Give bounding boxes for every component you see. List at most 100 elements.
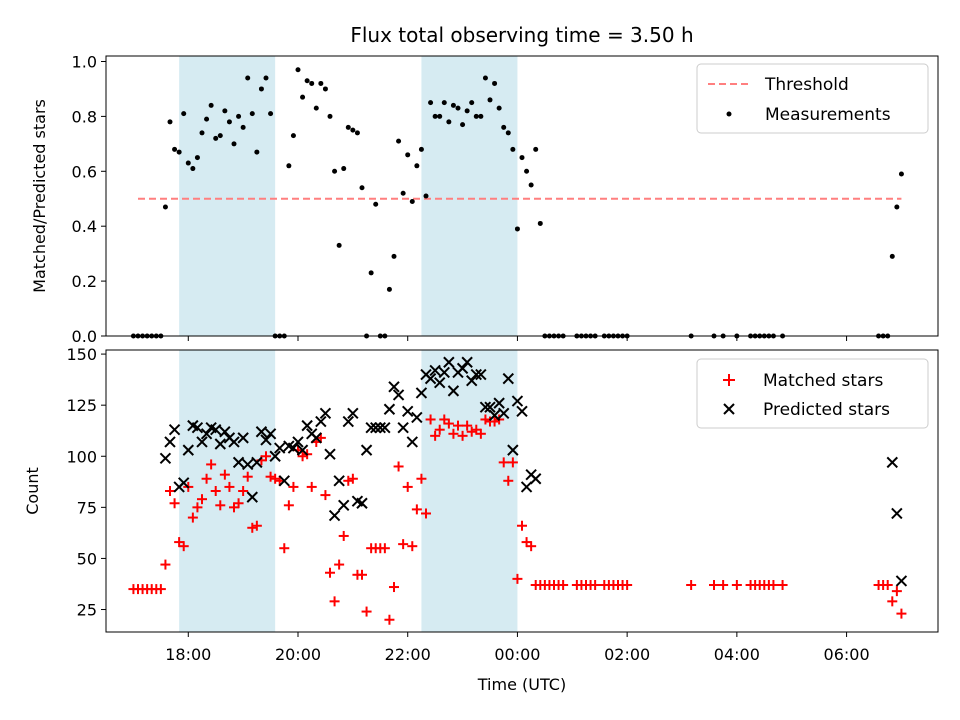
matched-star-point-9 bbox=[169, 498, 180, 509]
matched-star-point-24 bbox=[238, 486, 249, 496]
predicted-star-point-38 bbox=[333, 475, 345, 487]
measurement-point-76 bbox=[478, 113, 484, 119]
predicted-star-point-66 bbox=[461, 356, 473, 368]
predicted-star-point-33 bbox=[310, 432, 322, 444]
predicted-star-point-54 bbox=[406, 436, 418, 448]
matched-star-point-51 bbox=[361, 606, 372, 617]
matched-star-point-46 bbox=[338, 530, 349, 541]
predicted-star-point-7 bbox=[191, 421, 204, 434]
legend-measurements-marker bbox=[726, 111, 732, 117]
predicted-star-point-15 bbox=[228, 436, 240, 448]
matched-star-point-82 bbox=[503, 475, 514, 486]
matched-star-point-35 bbox=[288, 481, 299, 492]
matched-star-point-23 bbox=[233, 498, 244, 509]
matched-star-point-65 bbox=[425, 414, 436, 425]
measurement-point-40 bbox=[313, 105, 319, 111]
predicted-star-point-77 bbox=[511, 395, 524, 407]
measurement-point-83 bbox=[510, 146, 516, 152]
measurement-point-61 bbox=[409, 198, 415, 204]
matched-star-point-62 bbox=[411, 504, 422, 515]
matched-star-point-50 bbox=[357, 569, 367, 580]
measurement-point-46 bbox=[341, 166, 347, 172]
matched-star-point-85 bbox=[517, 520, 527, 531]
measurement-point-29 bbox=[263, 75, 269, 81]
measurement-point-9 bbox=[172, 146, 178, 152]
matched-star-point-109 bbox=[731, 580, 742, 590]
measurement-point-36 bbox=[295, 67, 301, 73]
matched-star-point-11 bbox=[178, 541, 189, 552]
predicted-star-point-28 bbox=[287, 442, 300, 454]
predicted-star-point-72 bbox=[488, 409, 501, 422]
matched-star-point-39 bbox=[306, 481, 317, 492]
top-y-axis-label: Matched/Predicted stars bbox=[30, 99, 49, 293]
bottom-plot-frame bbox=[105, 349, 939, 633]
predicted-star-point-23 bbox=[264, 428, 277, 440]
top-shaded-interval-0 bbox=[179, 56, 276, 336]
matched-star-point-69 bbox=[443, 418, 454, 429]
bottom-x-tick-label-1: 20:00 bbox=[275, 645, 321, 664]
measurement-point-50 bbox=[359, 185, 365, 191]
matched-star-point-13 bbox=[187, 512, 198, 523]
predicted-star-point-82 bbox=[886, 456, 898, 469]
matched-star-point-15 bbox=[197, 494, 207, 505]
matched-star-point-47 bbox=[343, 475, 354, 486]
predicted-star-point-51 bbox=[392, 389, 405, 401]
measurement-point-8 bbox=[167, 119, 173, 125]
legend-predicted-marker bbox=[723, 403, 735, 415]
matched-star-point-119 bbox=[882, 580, 893, 590]
bottom-y-tick-label-0: 25 bbox=[77, 601, 97, 620]
measurement-point-82 bbox=[505, 130, 511, 136]
predicted-star-point-24 bbox=[269, 450, 281, 462]
predicted-star-point-61 bbox=[438, 366, 450, 379]
measurement-point-27 bbox=[254, 149, 260, 155]
top-y-tick-label-0: 0.0 bbox=[72, 327, 97, 346]
matched-star-point-44 bbox=[329, 596, 340, 607]
bottom-legend-box bbox=[696, 358, 929, 429]
predicted-star-point-46 bbox=[370, 421, 382, 434]
legend-matched-label: Matched stars bbox=[763, 371, 883, 391]
predicted-star-point-71 bbox=[484, 401, 496, 413]
measurement-point-58 bbox=[396, 138, 402, 144]
measurement-point-38 bbox=[304, 78, 310, 84]
matched-star-point-31 bbox=[270, 473, 281, 484]
measurement-point-57 bbox=[391, 253, 397, 259]
predicted-star-point-49 bbox=[383, 403, 396, 415]
matched-star-point-79 bbox=[489, 416, 500, 427]
bottom-x-tick-label-3: 00:00 bbox=[494, 645, 540, 664]
top-shaded-intervals bbox=[179, 56, 518, 336]
measurement-point-122 bbox=[898, 171, 904, 177]
predicted-star-point-55 bbox=[411, 411, 423, 424]
predicted-star-point-81 bbox=[530, 473, 542, 485]
matched-star-point-63 bbox=[416, 473, 427, 484]
measurement-point-34 bbox=[286, 163, 292, 169]
predicted-star-point-79 bbox=[520, 481, 533, 493]
matched-star-point-61 bbox=[407, 541, 418, 552]
measurement-point-42 bbox=[322, 86, 328, 92]
bottom-x-tick-label-5: 04:00 bbox=[714, 645, 760, 664]
matched-star-point-105 bbox=[622, 580, 633, 590]
legend-matched-marker bbox=[723, 374, 735, 386]
top-y-tick-label-1: 0.2 bbox=[72, 272, 97, 291]
predicted-star-point-83 bbox=[891, 507, 903, 520]
matched-star-point-17 bbox=[206, 459, 217, 470]
top-legend: Threshold Measurements bbox=[696, 63, 929, 134]
matched-star-point-66 bbox=[430, 430, 441, 441]
matched-star-point-122 bbox=[896, 608, 907, 619]
matched-star-point-26 bbox=[247, 522, 258, 533]
bottom-y-tick-label-2: 75 bbox=[77, 498, 97, 517]
measurement-point-41 bbox=[318, 80, 324, 86]
measurement-point-77 bbox=[482, 75, 488, 81]
measurement-point-121 bbox=[894, 204, 900, 210]
predicted-star-point-22 bbox=[260, 434, 272, 446]
predicted-star-point-19 bbox=[246, 491, 258, 503]
predicted-star-point-62 bbox=[443, 356, 455, 368]
measurement-point-72 bbox=[460, 122, 466, 128]
matched-star-point-120 bbox=[887, 596, 898, 607]
measurement-point-87 bbox=[528, 182, 534, 188]
predicted-star-point-60 bbox=[434, 376, 446, 389]
bottom-y-tick-label-5: 150 bbox=[66, 345, 97, 364]
measurement-point-14 bbox=[194, 155, 200, 161]
predicted-star-point-73 bbox=[493, 397, 505, 409]
measurement-point-88 bbox=[533, 146, 539, 152]
matched-star-point-59 bbox=[398, 539, 409, 550]
